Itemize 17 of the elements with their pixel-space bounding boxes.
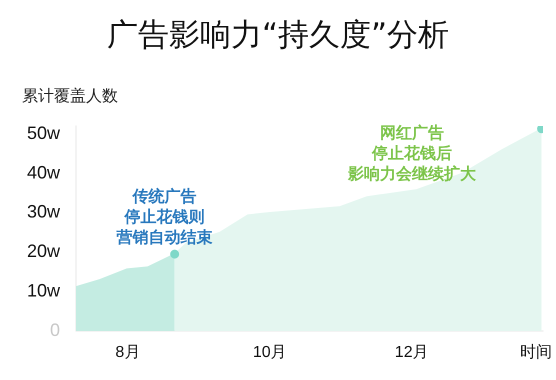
x-tick-label: 8月 <box>115 344 140 362</box>
y-tick-label: 20w <box>26 241 61 262</box>
chart-title: 广告影响力“持久度”分析 <box>106 16 450 55</box>
y-axis-title: 累计覆盖人数 <box>22 86 118 107</box>
annotation: 传统广告 <box>132 186 197 206</box>
annotation: 营销自动结束 <box>116 228 213 247</box>
y-tick-label: 30w <box>26 202 61 222</box>
annotation: 影响力会继续扩大 <box>347 164 478 184</box>
y-tick-label: 40w <box>26 162 61 182</box>
x-axis-title: 时间 <box>520 342 552 362</box>
x-tick-label: 12月 <box>394 344 429 362</box>
y-tick-label: 50w <box>26 122 61 143</box>
annotation: 停止花钱则 <box>124 207 205 226</box>
x-tick-label: 10月 <box>252 344 287 362</box>
y-tick-label: 10w <box>26 280 61 301</box>
annotation: 停止花钱后 <box>371 144 452 163</box>
annotation: 网红广告 <box>380 123 444 142</box>
